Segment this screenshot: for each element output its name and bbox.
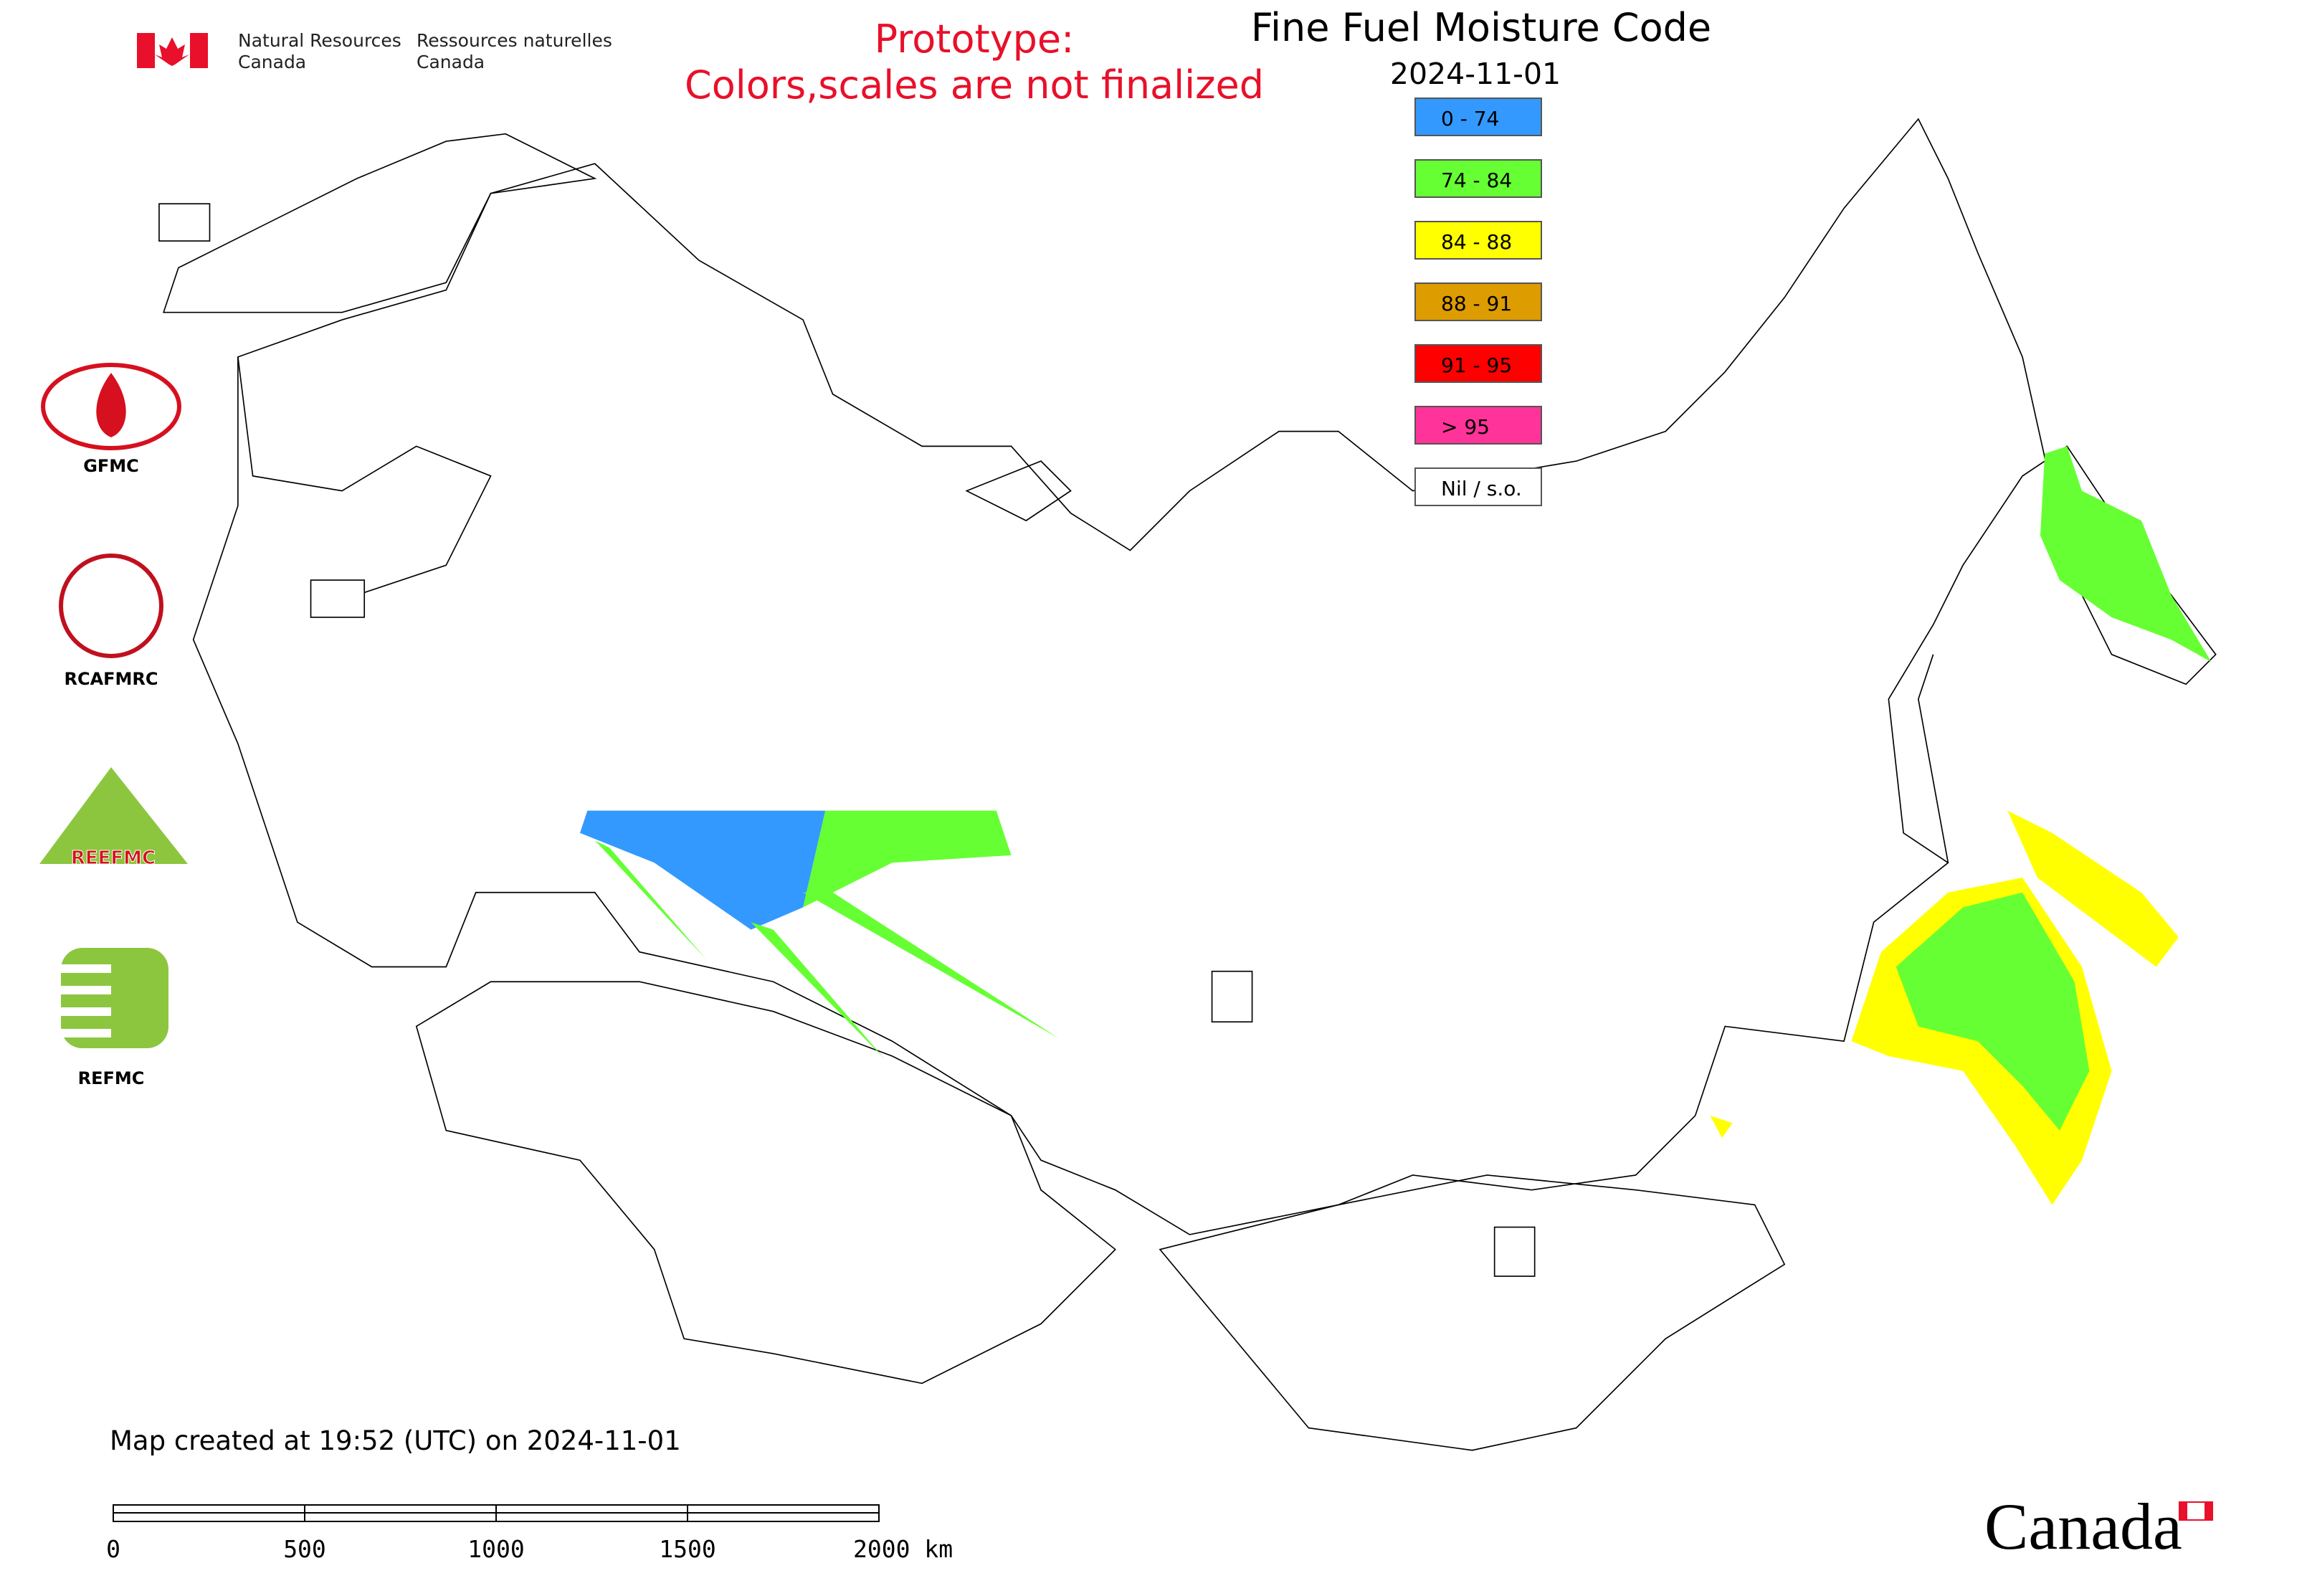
legend-swatch bbox=[1414, 406, 1542, 445]
fmc-region bbox=[1710, 810, 2179, 1139]
scale-bar bbox=[113, 1504, 880, 1522]
logo-text: REEFMC bbox=[71, 847, 156, 869]
agency-en: Canada bbox=[238, 52, 306, 72]
agency-fr: Ressources naturelles bbox=[417, 30, 612, 51]
map-logo bbox=[1211, 970, 1253, 1023]
map-logo bbox=[310, 579, 366, 618]
logo-label: GFMC bbox=[83, 456, 139, 476]
legend-label: 88 - 91 bbox=[1441, 292, 1512, 315]
legend-swatch bbox=[1414, 159, 1542, 198]
legend: 0 - 74 74 - 84 84 - 88 88 - 91 91 - 95 > 95 Ni… bbox=[1414, 98, 1542, 506]
logo: RCAFMRC bbox=[59, 554, 163, 689]
logo-label: REFMC bbox=[78, 1068, 145, 1088]
map bbox=[158, 118, 2217, 1451]
date: 2024-11-01 bbox=[1390, 57, 1561, 91]
notice: Prototype: bbox=[875, 16, 1075, 62]
legend-label: > 95 bbox=[1441, 415, 1490, 439]
agency-fr: Canada bbox=[417, 52, 485, 72]
legend-swatch bbox=[1414, 98, 1542, 136]
scale-label: 500 bbox=[283, 1535, 326, 1563]
wordmark-text: Canada bbox=[1984, 1490, 2182, 1563]
logo: GFMC bbox=[41, 363, 181, 476]
legend-swatch bbox=[1414, 221, 1542, 260]
agency-en: Natural Resources bbox=[238, 30, 401, 51]
scale-label: 2000 km bbox=[853, 1535, 953, 1563]
legend-label: 74 - 84 bbox=[1441, 168, 1512, 192]
country-outline bbox=[237, 356, 492, 596]
logo: REEFMC bbox=[39, 767, 188, 870]
legend-swatch bbox=[1414, 344, 1542, 383]
legend-label: 0 - 74 bbox=[1441, 107, 1499, 130]
fmc-region bbox=[2040, 446, 2212, 662]
notice: Colors,scales are not finalized bbox=[685, 62, 1264, 108]
fmc-region bbox=[594, 810, 1059, 1060]
title: Fine Fuel Moisture Code bbox=[1251, 5, 1711, 50]
legend-label: Nil / s.o. bbox=[1441, 477, 1522, 500]
country-outline bbox=[192, 118, 2217, 1235]
country-outline bbox=[163, 133, 597, 313]
country-outline bbox=[415, 981, 1116, 1384]
logo-label: RCAFMRC bbox=[64, 669, 158, 689]
footer: Map created at 19:52 (UTC) on 2024-11-01 bbox=[110, 1425, 681, 1456]
map-logo bbox=[158, 203, 211, 242]
wordmark: Canada bbox=[1984, 1490, 2213, 1563]
scale-label: 0 bbox=[106, 1535, 120, 1563]
legend-swatch bbox=[1414, 467, 1542, 506]
canada-flag bbox=[137, 33, 208, 68]
legend-label: 91 - 95 bbox=[1441, 353, 1512, 377]
fmc-region bbox=[1896, 892, 2090, 1131]
legend-swatch bbox=[1414, 282, 1542, 321]
country-outline bbox=[1159, 1174, 1786, 1451]
scale-label: 1500 bbox=[659, 1535, 715, 1563]
scale-label: 1000 bbox=[467, 1535, 524, 1563]
fmc-region bbox=[579, 810, 826, 930]
logo: REFMC bbox=[61, 948, 168, 1088]
legend-label: 84 - 88 bbox=[1441, 230, 1512, 254]
map-logo bbox=[1493, 1226, 1536, 1277]
island-outline bbox=[965, 460, 1949, 863]
